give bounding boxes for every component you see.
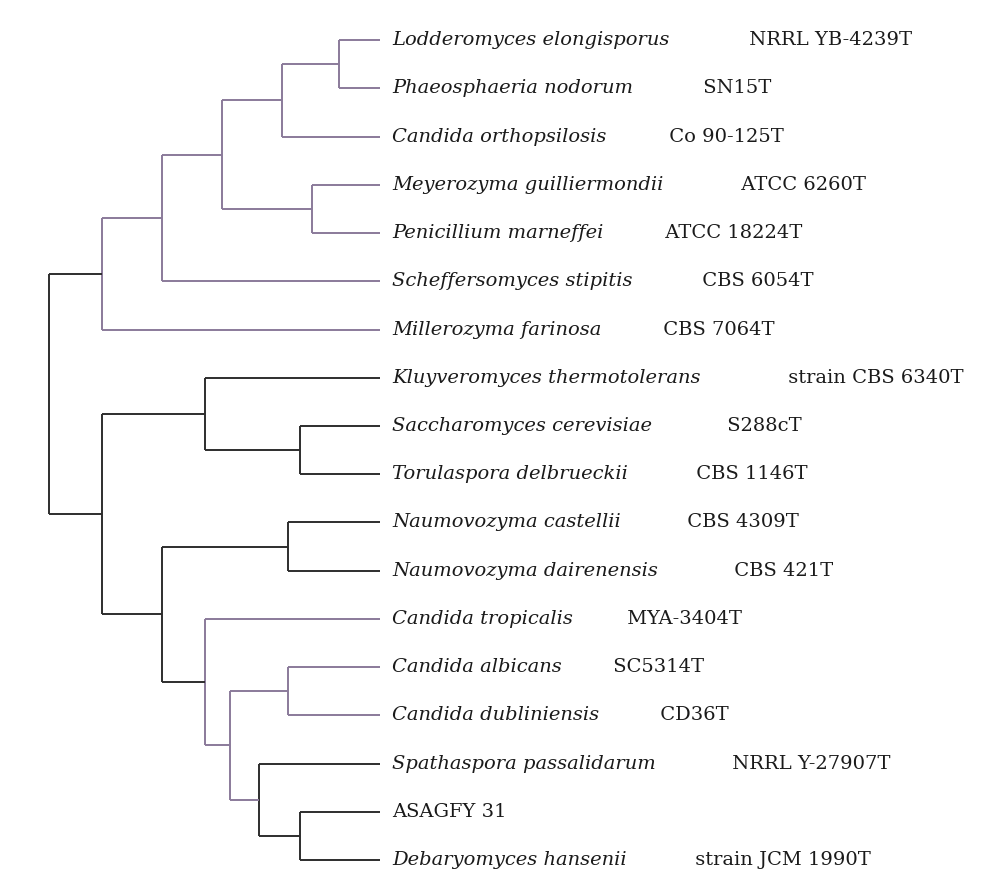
Text: Candida orthopsilosis: Candida orthopsilosis: [392, 128, 607, 146]
Text: ATCC 18224T: ATCC 18224T: [659, 224, 803, 242]
Text: CBS 421T: CBS 421T: [728, 561, 834, 580]
Text: Naumovozyma castellii: Naumovozyma castellii: [392, 513, 621, 531]
Text: SN15T: SN15T: [697, 79, 771, 98]
Text: ASAGFY 31: ASAGFY 31: [392, 803, 507, 821]
Text: Co 90-125T: Co 90-125T: [663, 128, 784, 146]
Text: strain JCM 1990T: strain JCM 1990T: [689, 851, 871, 869]
Text: Torulaspora delbrueckii: Torulaspora delbrueckii: [392, 465, 628, 483]
Text: Spathaspora passalidarum: Spathaspora passalidarum: [392, 755, 656, 773]
Text: CBS 1146T: CBS 1146T: [690, 465, 808, 483]
Text: CBS 4309T: CBS 4309T: [681, 513, 799, 531]
Text: Candida tropicalis: Candida tropicalis: [392, 610, 573, 628]
Text: strain CBS 6340T: strain CBS 6340T: [782, 369, 964, 387]
Text: SC5314T: SC5314T: [607, 658, 704, 676]
Text: Debaryomyces hansenii: Debaryomyces hansenii: [392, 851, 627, 869]
Text: NRRL Y-27907T: NRRL Y-27907T: [726, 755, 890, 773]
Text: Penicillium marneffei: Penicillium marneffei: [392, 224, 604, 242]
Text: Meyerozyma guilliermondii: Meyerozyma guilliermondii: [392, 176, 664, 194]
Text: Phaeosphaeria nodorum: Phaeosphaeria nodorum: [392, 79, 633, 98]
Text: Naumovozyma dairenensis: Naumovozyma dairenensis: [392, 561, 658, 580]
Text: Millerozyma farinosa: Millerozyma farinosa: [392, 321, 602, 338]
Text: MYA-3404T: MYA-3404T: [621, 610, 742, 628]
Text: CD36T: CD36T: [654, 706, 729, 725]
Text: CBS 6054T: CBS 6054T: [696, 273, 814, 290]
Text: Saccharomyces cerevisiae: Saccharomyces cerevisiae: [392, 417, 652, 435]
Text: Scheffersomyces stipitis: Scheffersomyces stipitis: [392, 273, 633, 290]
Text: Candida dubliniensis: Candida dubliniensis: [392, 706, 599, 725]
Text: Candida albicans: Candida albicans: [392, 658, 562, 676]
Text: ATCC 6260T: ATCC 6260T: [735, 176, 866, 194]
Text: S288cT: S288cT: [721, 417, 802, 435]
Text: Kluyveromyces thermotolerans: Kluyveromyces thermotolerans: [392, 369, 701, 387]
Text: NRRL YB-4239T: NRRL YB-4239T: [743, 31, 912, 49]
Text: CBS 7064T: CBS 7064T: [657, 321, 775, 338]
Text: Lodderomyces elongisporus: Lodderomyces elongisporus: [392, 31, 670, 49]
